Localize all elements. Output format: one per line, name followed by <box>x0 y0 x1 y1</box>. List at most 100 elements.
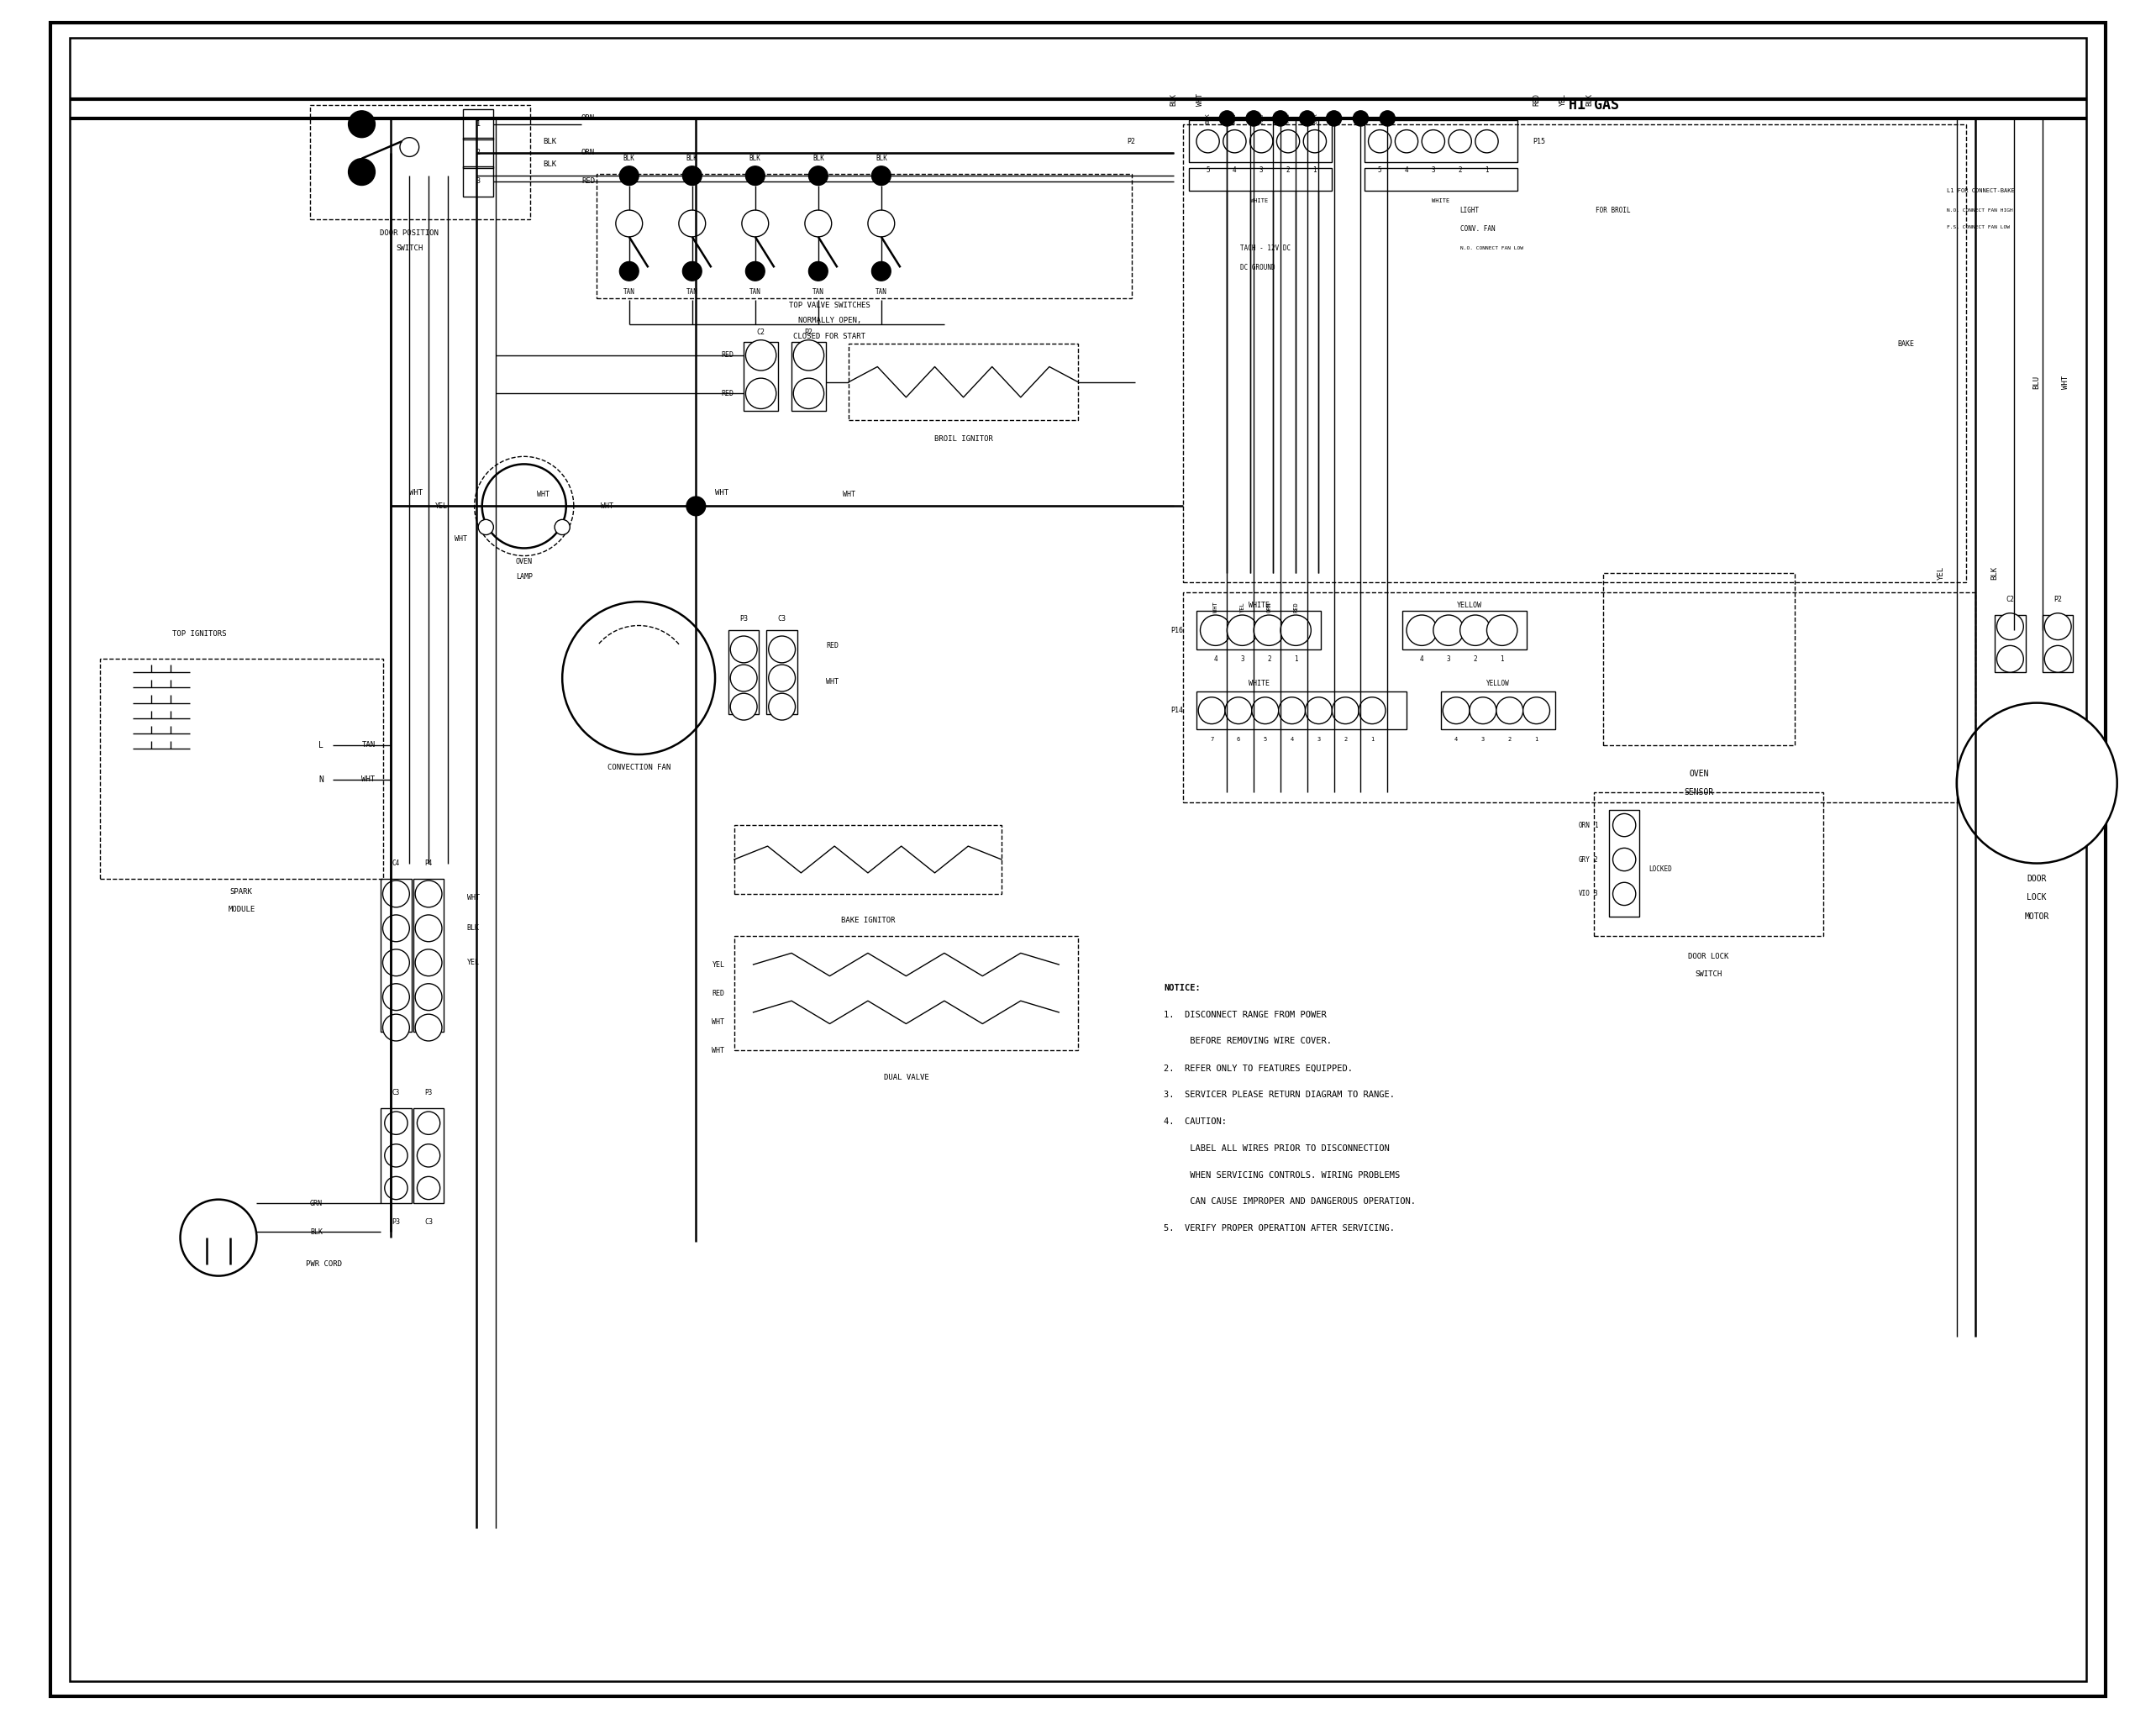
Bar <box>1184 591 1975 803</box>
Text: ORN: ORN <box>1578 822 1589 829</box>
Text: MOTOR: MOTOR <box>2024 913 2048 921</box>
Text: BROIL IGNITOR: BROIL IGNITOR <box>934 435 992 444</box>
Circle shape <box>1199 698 1225 724</box>
Circle shape <box>1442 698 1470 724</box>
Text: C3: C3 <box>425 1219 433 1226</box>
Text: BLK: BLK <box>1990 566 1999 579</box>
Text: WHT: WHT <box>455 535 466 543</box>
Circle shape <box>1488 615 1518 646</box>
Text: 3: 3 <box>1259 167 1263 174</box>
Bar <box>382 1107 412 1203</box>
Circle shape <box>731 636 757 664</box>
Text: DC GROUND: DC GROUND <box>1240 263 1276 272</box>
Circle shape <box>808 167 828 186</box>
Text: WHT: WHT <box>1214 602 1218 612</box>
Bar <box>1365 120 1518 162</box>
Circle shape <box>731 665 757 691</box>
Bar <box>791 342 826 411</box>
Text: TOP IGNITORS: TOP IGNITORS <box>172 631 226 638</box>
Bar <box>464 167 494 196</box>
Text: N: N <box>319 775 323 784</box>
Circle shape <box>2044 646 2072 672</box>
Text: BAKE IGNITOR: BAKE IGNITOR <box>841 916 895 925</box>
Text: 2: 2 <box>1457 167 1462 174</box>
Text: DOOR POSITION: DOOR POSITION <box>379 229 440 237</box>
Text: RED: RED <box>826 641 839 650</box>
Text: RED: RED <box>722 351 735 359</box>
Text: YEL: YEL <box>1559 93 1567 105</box>
Circle shape <box>479 519 494 535</box>
Text: 3: 3 <box>1240 655 1244 664</box>
Text: 2: 2 <box>476 150 481 156</box>
Circle shape <box>416 915 442 942</box>
Text: 3: 3 <box>1481 737 1485 741</box>
Circle shape <box>1460 615 1490 646</box>
Text: C3: C3 <box>778 615 787 622</box>
Circle shape <box>746 261 765 280</box>
Circle shape <box>1225 698 1253 724</box>
Text: 7: 7 <box>1210 737 1214 741</box>
Text: C3: C3 <box>392 1088 401 1097</box>
Text: 1.  DISCONNECT RANGE FROM POWER: 1. DISCONNECT RANGE FROM POWER <box>1164 1011 1326 1019</box>
Bar <box>1604 572 1794 744</box>
Text: 1: 1 <box>1485 167 1488 174</box>
Circle shape <box>1522 698 1550 724</box>
Circle shape <box>563 602 716 755</box>
Circle shape <box>1358 698 1386 724</box>
Text: TAN: TAN <box>750 289 761 296</box>
Circle shape <box>1220 110 1235 125</box>
Circle shape <box>686 497 705 516</box>
Text: P2: P2 <box>2055 596 2061 603</box>
Circle shape <box>793 378 824 409</box>
Text: 4: 4 <box>1214 655 1218 664</box>
Circle shape <box>804 210 832 237</box>
Text: BLK: BLK <box>543 138 556 144</box>
Text: 2: 2 <box>1473 655 1477 664</box>
Text: LABEL ALL WIRES PRIOR TO DISCONNECTION: LABEL ALL WIRES PRIOR TO DISCONNECTION <box>1164 1145 1391 1152</box>
Text: 5: 5 <box>1263 737 1268 741</box>
Text: BLK: BLK <box>875 155 886 162</box>
Bar <box>414 1107 444 1203</box>
Circle shape <box>679 210 705 237</box>
Circle shape <box>384 949 410 976</box>
Text: RED: RED <box>1259 113 1263 124</box>
Text: CONV. FAN: CONV. FAN <box>1460 225 1494 234</box>
Circle shape <box>1496 698 1522 724</box>
Text: LOCK: LOCK <box>2027 894 2046 902</box>
Text: TAN: TAN <box>623 289 636 296</box>
Text: 1: 1 <box>1294 655 1298 664</box>
Text: BLK: BLK <box>813 155 824 162</box>
Text: PWR CORD: PWR CORD <box>306 1260 341 1269</box>
Text: CONVECTION FAN: CONVECTION FAN <box>608 763 671 772</box>
Text: LOCKED: LOCKED <box>1649 865 1673 873</box>
Bar <box>382 878 412 1031</box>
Bar <box>1593 792 1824 935</box>
Text: P3: P3 <box>392 1219 401 1226</box>
Circle shape <box>731 693 757 720</box>
Text: C4: C4 <box>392 860 401 866</box>
Circle shape <box>416 880 442 908</box>
Circle shape <box>1246 110 1261 125</box>
Circle shape <box>1281 615 1311 646</box>
Circle shape <box>1434 615 1464 646</box>
Circle shape <box>1475 131 1498 153</box>
Text: 3: 3 <box>1447 655 1451 664</box>
Text: SWITCH: SWITCH <box>397 244 423 253</box>
Circle shape <box>742 210 768 237</box>
Text: BLK: BLK <box>1205 113 1210 124</box>
Bar <box>2042 615 2074 672</box>
Circle shape <box>384 1176 407 1200</box>
Circle shape <box>1332 698 1358 724</box>
Text: FOR BROIL: FOR BROIL <box>1595 206 1630 213</box>
Circle shape <box>384 915 410 942</box>
Circle shape <box>871 261 890 280</box>
Text: WHITE: WHITE <box>1250 198 1268 203</box>
Text: BLK: BLK <box>310 1227 323 1236</box>
Text: 3: 3 <box>1317 737 1319 741</box>
Text: YELLOW: YELLOW <box>1488 681 1509 688</box>
Text: WHITE: WHITE <box>1248 681 1270 688</box>
Text: WHT: WHT <box>826 677 839 686</box>
Circle shape <box>349 158 375 186</box>
Text: WHT: WHT <box>2061 375 2070 388</box>
Circle shape <box>2044 614 2072 639</box>
